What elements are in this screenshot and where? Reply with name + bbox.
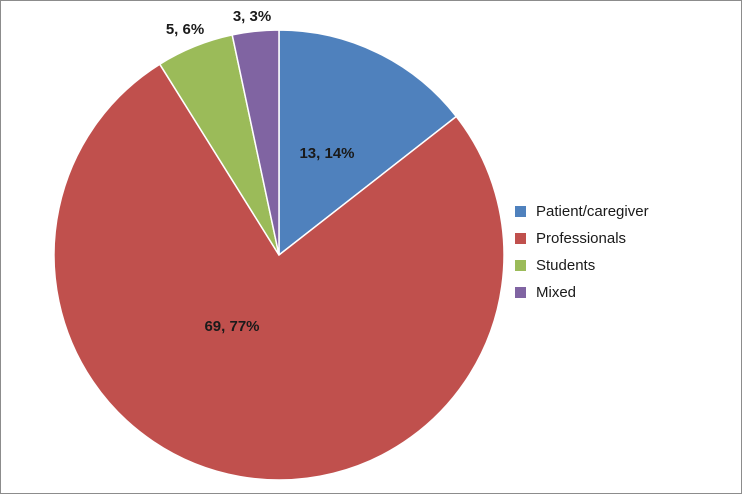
legend-label: Students bbox=[536, 257, 596, 274]
data-label-patient-caregiver: 13, 14% bbox=[299, 145, 354, 162]
legend-label: Professionals bbox=[536, 230, 627, 247]
data-label-mixed: 3, 3% bbox=[233, 8, 271, 25]
legend-swatch bbox=[515, 206, 526, 217]
legend-label: Patient/caregiver bbox=[536, 203, 649, 220]
pie-data-labels: 13, 14% 69, 77% 5, 6% 3, 3% bbox=[166, 8, 355, 335]
pie-slice-mixed bbox=[231, 29, 280, 256]
legend-item-patient-caregiver: Patient/caregiver bbox=[515, 198, 649, 225]
data-label-students: 5, 6% bbox=[166, 21, 204, 38]
legend-item-mixed: Mixed bbox=[515, 279, 649, 306]
pie-slice-patient-caregiver bbox=[278, 29, 458, 257]
legend-item-professionals: Professionals bbox=[515, 225, 649, 252]
legend-item-students: Students bbox=[515, 252, 649, 279]
pie-slice-professionals bbox=[53, 63, 505, 481]
legend-label: Mixed bbox=[536, 284, 577, 301]
legend-swatch bbox=[515, 233, 526, 244]
legend: Patient/caregiver Professionals Students… bbox=[515, 198, 649, 306]
data-label-professionals: 69, 77% bbox=[204, 318, 259, 335]
legend-swatch bbox=[515, 260, 526, 271]
legend-swatch bbox=[515, 287, 526, 298]
pie-slices bbox=[53, 29, 505, 481]
